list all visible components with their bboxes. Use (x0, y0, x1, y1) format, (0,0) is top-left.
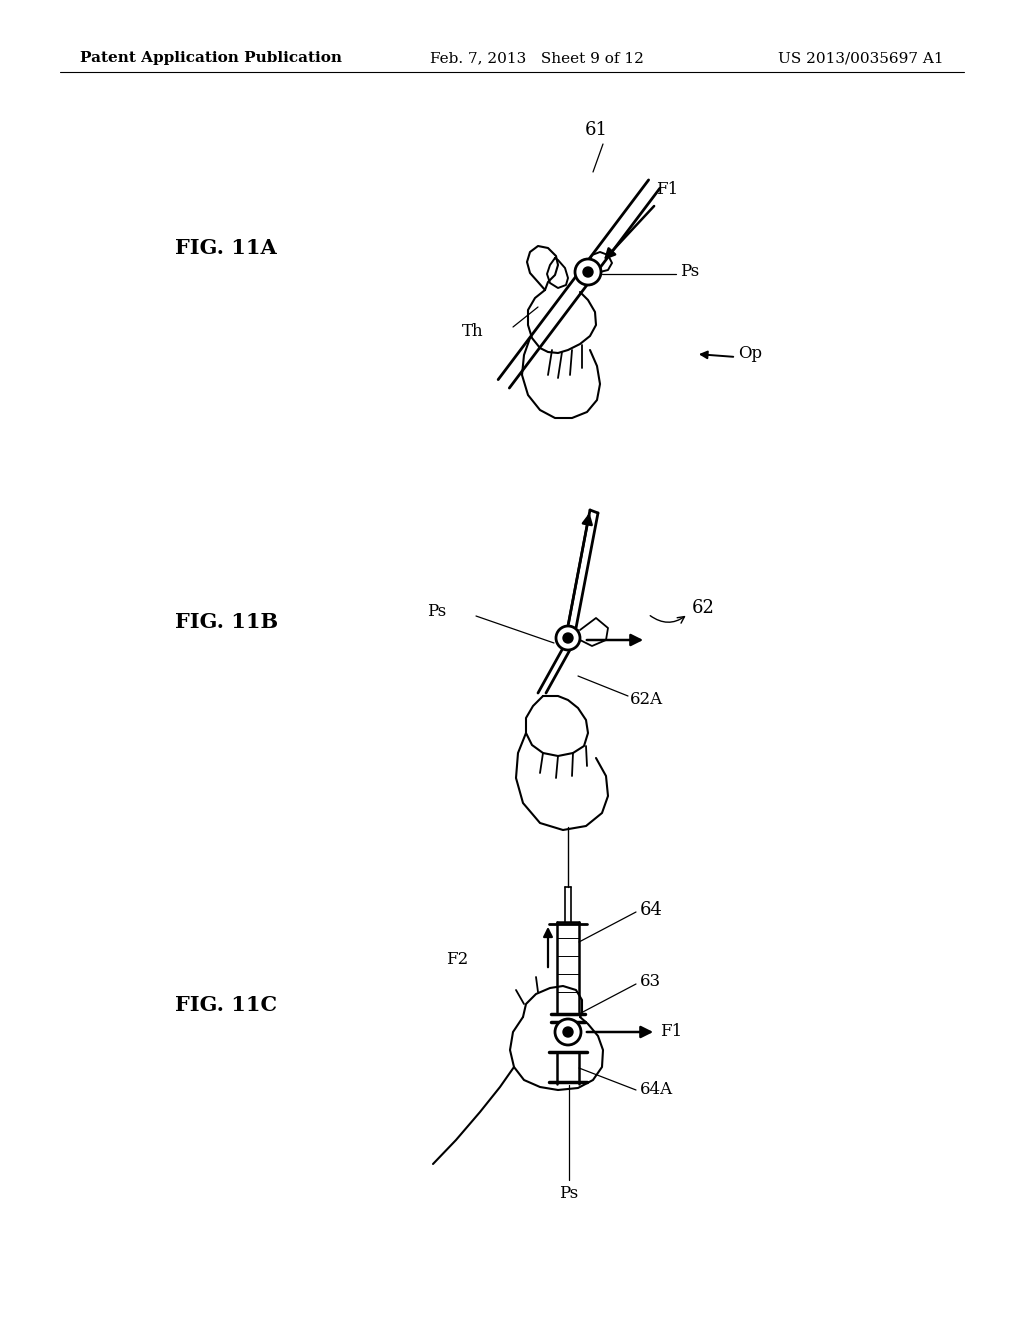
Text: 64: 64 (640, 902, 663, 919)
Text: Op: Op (738, 346, 762, 363)
Text: 62A: 62A (630, 692, 664, 709)
Circle shape (575, 259, 601, 285)
Text: FIG. 11B: FIG. 11B (175, 612, 279, 632)
Circle shape (556, 626, 580, 649)
Text: 63: 63 (640, 974, 662, 990)
Circle shape (583, 267, 593, 277)
Text: Th: Th (462, 323, 483, 341)
Text: F2: F2 (445, 952, 468, 969)
Text: Ps: Ps (559, 1185, 579, 1203)
Text: F1: F1 (660, 1023, 682, 1040)
Text: FIG. 11A: FIG. 11A (175, 238, 276, 257)
Text: Ps: Ps (427, 603, 446, 620)
Text: Feb. 7, 2013   Sheet 9 of 12: Feb. 7, 2013 Sheet 9 of 12 (430, 51, 644, 65)
Text: Patent Application Publication: Patent Application Publication (80, 51, 342, 65)
Text: FIG. 11C: FIG. 11C (175, 995, 278, 1015)
Text: 64A: 64A (640, 1081, 673, 1098)
Circle shape (563, 634, 573, 643)
Text: F1: F1 (656, 181, 678, 198)
Circle shape (563, 1027, 573, 1038)
Text: US 2013/0035697 A1: US 2013/0035697 A1 (778, 51, 944, 65)
Circle shape (555, 1019, 581, 1045)
Text: 62: 62 (692, 599, 715, 616)
Text: 61: 61 (585, 121, 607, 139)
Text: Ps: Ps (680, 264, 699, 281)
